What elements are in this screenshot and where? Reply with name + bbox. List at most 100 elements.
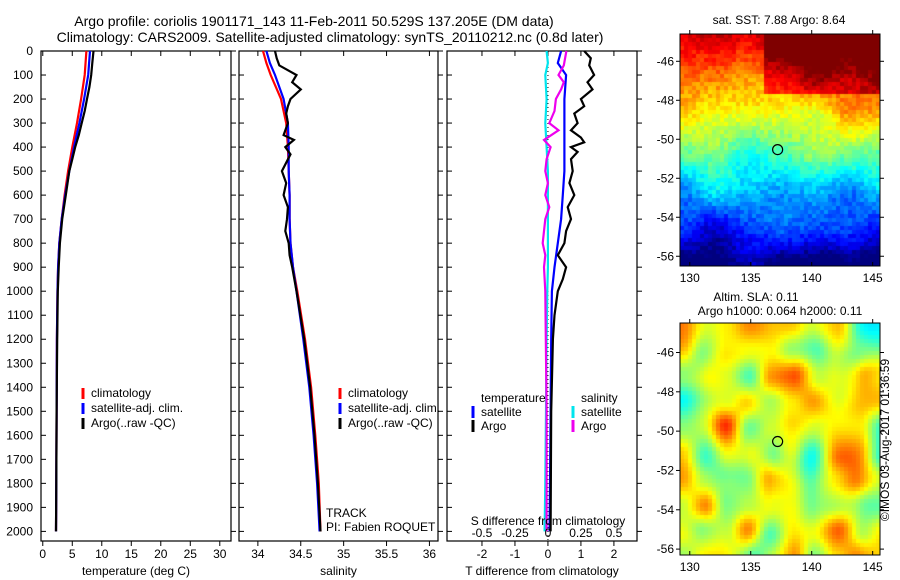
- x-tick-label: 10: [95, 547, 109, 561]
- series-satellite: [265, 50, 321, 532]
- salinity-profile-panel: [238, 50, 443, 546]
- lat-tick-label: -54: [657, 503, 675, 517]
- series-argo: [54, 50, 95, 532]
- series-satellite: [54, 50, 92, 532]
- y-tick-label: 400: [13, 140, 33, 154]
- legend-label: satellite: [581, 405, 622, 419]
- temperature-profile-panel: [40, 50, 236, 546]
- legend-label: Argo: [581, 419, 607, 433]
- lon-tick-label: 145: [863, 271, 883, 285]
- y-tick-label: 0: [26, 44, 33, 58]
- x-tick-label: -1: [510, 547, 521, 561]
- plot-frame: [238, 50, 439, 542]
- x-tick-label: 0: [39, 547, 46, 561]
- x-tick-label: 5: [69, 547, 76, 561]
- sla-map-title-2: Argo h1000: 0.064 h2000: 0.11: [698, 304, 863, 318]
- lat-tick-label: -50: [657, 132, 675, 146]
- lat-tick-label: -54: [657, 210, 675, 224]
- lat-tick-label: -48: [657, 93, 675, 107]
- legend-header: salinity: [581, 391, 618, 405]
- lon-tick-label: 140: [802, 560, 822, 574]
- lat-tick-label: -52: [657, 171, 675, 185]
- title-line-1: Argo profile: coriolis 1901171_143 11-Fe…: [74, 13, 553, 29]
- legend-label: Argo(..raw -QC): [348, 416, 433, 430]
- x-axis-label: T difference from climatology: [465, 564, 619, 578]
- y-tick-label: 1200: [6, 332, 33, 346]
- x-tick-label: 35.5: [375, 547, 399, 561]
- plot-frame: [446, 50, 638, 542]
- track-label: TRACK: [326, 506, 367, 520]
- series-argo: [273, 50, 322, 532]
- y-tick-label: 1800: [6, 476, 33, 490]
- y-tick-label: 1400: [6, 380, 33, 394]
- x-tick-label: 35: [337, 547, 351, 561]
- x-tick-label: 20: [154, 547, 168, 561]
- lon-tick-label: 135: [741, 560, 761, 574]
- sst-map-title: sat. SST: 7.88 Argo: 8.64: [713, 13, 846, 27]
- sla-map-image: [680, 323, 880, 555]
- legend-header: temperature: [481, 391, 546, 405]
- x-tick-label: 30: [213, 547, 227, 561]
- plot-frame: [40, 50, 232, 542]
- series-s-argo: [541, 50, 568, 532]
- series-t-argo: [549, 50, 596, 532]
- series-climatology: [261, 50, 322, 532]
- series-t-satellite: [548, 50, 568, 532]
- s-tick-label: -0.25: [501, 526, 529, 540]
- pi-label: PI: Fabien ROQUET: [326, 520, 436, 534]
- y-tick-label: 1000: [6, 284, 33, 298]
- lat-tick-label: -52: [657, 463, 675, 477]
- s-tick-label: -0.5: [472, 526, 493, 540]
- lat-tick-label: -56: [657, 249, 675, 263]
- legend-label: satellite-adj. clim.: [348, 401, 440, 415]
- y-tick-label: 1900: [6, 500, 33, 514]
- y-tick-label: 1700: [6, 452, 33, 466]
- lat-tick-label: -46: [657, 54, 675, 68]
- y-tick-label: 300: [13, 116, 33, 130]
- y-tick-label: 100: [13, 68, 33, 82]
- lon-tick-label: 140: [802, 271, 822, 285]
- map-frame: [679, 322, 881, 556]
- float-position-marker: [772, 435, 784, 448]
- sla-map-axes: [676, 319, 884, 556]
- y-tick-label: 2000: [6, 524, 33, 538]
- y-tick-label: 900: [13, 260, 33, 274]
- legend-label: climatology: [91, 386, 151, 400]
- x-tick-label: 34.5: [289, 547, 313, 561]
- sst-map-image: [680, 34, 880, 266]
- y-tick-label: 600: [13, 188, 33, 202]
- y-tick-label: 1500: [6, 404, 33, 418]
- lat-tick-label: -56: [657, 542, 675, 556]
- x-tick-label: 2: [611, 547, 618, 561]
- s-axis-label: S difference from climatology: [471, 514, 626, 528]
- legend-label: satellite: [481, 405, 522, 419]
- x-tick-label: 36: [423, 547, 437, 561]
- lat-tick-label: -50: [657, 424, 675, 438]
- y-tick-label: 1600: [6, 428, 33, 442]
- s-tick-label: 0.25: [569, 526, 593, 540]
- y-tick-label: 1300: [6, 356, 33, 370]
- lon-tick-label: 130: [680, 271, 700, 285]
- map-frame: [679, 33, 881, 267]
- x-tick-label: 1: [578, 547, 585, 561]
- x-axis-label: temperature (deg C): [82, 564, 190, 578]
- x-axis-label: salinity: [320, 564, 357, 578]
- legend-label: satellite-adj. clim.: [91, 401, 183, 415]
- y-tick-label: 1100: [7, 308, 33, 322]
- sla-map-title-1: Altim. SLA: 0.11: [713, 290, 798, 304]
- difference-profile-panel: [446, 50, 642, 546]
- y-tick-label: 800: [13, 236, 33, 250]
- copyright-label: ©IMOS 03-Aug-2017 01:36:59: [878, 359, 892, 522]
- sst-map-axes: [676, 30, 884, 267]
- s-tick-label: 0: [545, 526, 552, 540]
- legend-label: Argo: [481, 419, 507, 433]
- y-tick-label: 500: [13, 164, 33, 178]
- x-tick-label: -2: [477, 547, 488, 561]
- x-tick-label: 0: [545, 547, 552, 561]
- x-tick-label: 25: [184, 547, 198, 561]
- lon-tick-label: 145: [863, 560, 883, 574]
- legend-label: Argo(..raw -QC): [91, 416, 176, 430]
- legend-label: climatology: [348, 386, 408, 400]
